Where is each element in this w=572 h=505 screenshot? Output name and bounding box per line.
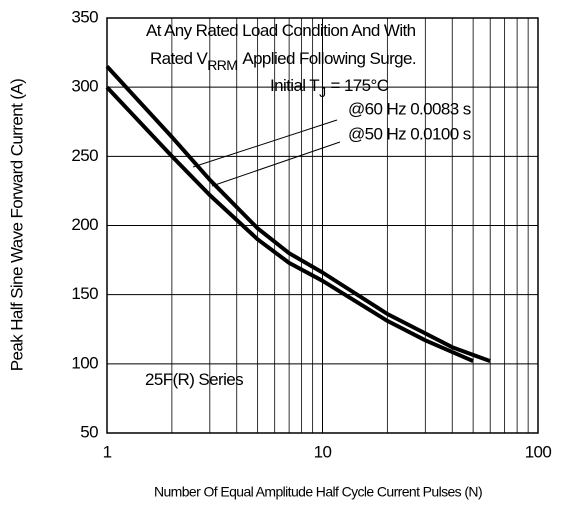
x-tick-label: 1 [103,442,112,461]
annotation-subscript: J [319,84,325,100]
y-tick-label: 150 [71,284,98,303]
x-axis-label: Number Of Equal Amplitude Half Cycle Cur… [154,484,482,500]
annotation-part: At Any Rated Load Condition And With [146,21,416,40]
annotation-part: Initial T [270,76,319,95]
y-tick-label: 250 [71,146,98,165]
y-tick-label: 200 [71,215,98,234]
leader-line [211,141,341,187]
annotation: Initial TJ = 175°C [270,76,389,99]
series-label: @60 Hz 0.0083 s [348,99,471,118]
curve [105,85,474,363]
annotation: 25F(R) Series [145,370,243,389]
y-tick-label: 100 [71,353,98,372]
annotation: At Any Rated Load Condition And With [146,21,416,40]
annotation: Rated VRRM Applied Following Surge. [150,49,416,72]
plot-frame [106,17,539,434]
annotation-part: Rated V [150,49,208,68]
leader-line [192,119,338,168]
y-tick-label: 300 [71,77,98,96]
y-tick-label: 350 [71,7,98,26]
annotation-part: Applied Following Surge. [242,49,416,68]
annotation-subscript: RRM [207,57,237,73]
y-axis-label: Peak Half Sine Wave Forward Current (A) [7,79,26,371]
annotation-part: 25F(R) Series [145,370,243,389]
annotation-part: = 175°C [331,76,389,95]
y-tick-label: 50 [80,422,98,441]
curve [105,65,491,363]
x-tick-label: 10 [314,442,332,461]
series-label: @50 Hz 0.0100 s [348,124,471,143]
x-tick-label: 100 [525,442,552,461]
marks [105,65,491,363]
